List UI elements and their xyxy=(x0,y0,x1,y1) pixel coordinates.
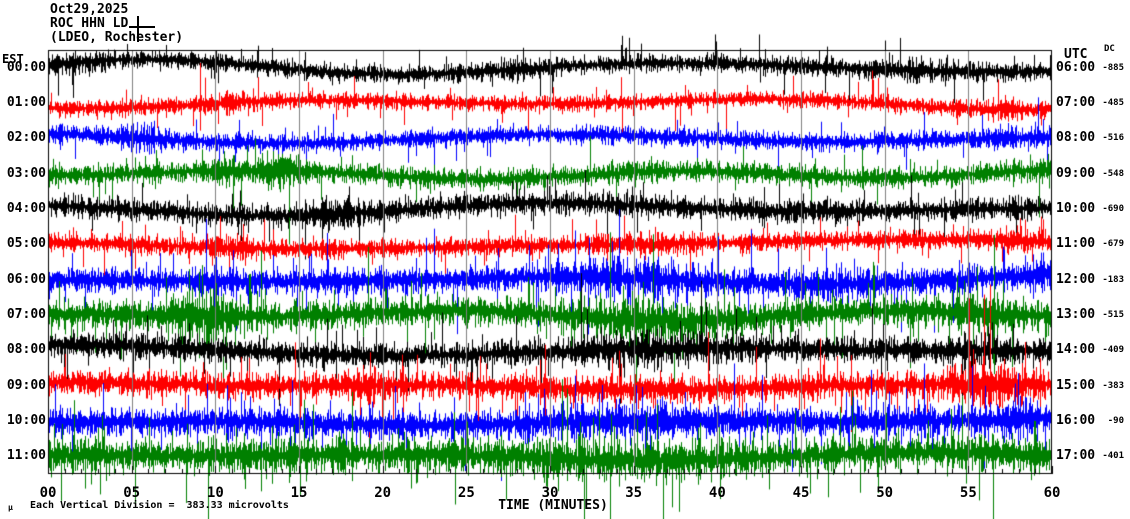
dc-value: -485 xyxy=(1102,98,1124,108)
utc-time-label: 11:00 xyxy=(1056,236,1096,252)
utc-time-label: 10:00 xyxy=(1056,201,1096,216)
utc-time-label: 08:00 xyxy=(1056,130,1096,146)
location-label: (LDEO, Rochester) xyxy=(50,30,184,45)
utc-time-label: 12:00 xyxy=(1056,271,1096,287)
dc-value: -516 xyxy=(1102,133,1124,144)
station-label: ROC HHN LD xyxy=(50,16,129,31)
est-time-label: 00:00 xyxy=(6,59,46,75)
x-tick-label: 55 xyxy=(959,485,977,501)
x-axis-title: TIME (MINUTES) xyxy=(498,498,608,513)
est-time-label: 01:00 xyxy=(6,95,46,110)
x-tick-label: 20 xyxy=(374,485,392,501)
x-tick-label: 60 xyxy=(1043,485,1061,501)
utc-axis-header: UTC xyxy=(1064,47,1088,62)
utc-time-label: 09:00 xyxy=(1056,165,1096,181)
micro-symbol: µ xyxy=(8,503,13,512)
x-tick-label: 35 xyxy=(625,485,643,501)
utc-time-label: 14:00 xyxy=(1056,342,1096,358)
est-time-label: 11:00 xyxy=(6,448,46,464)
x-tick-label: 25 xyxy=(457,485,475,501)
x-tick-label: 05 xyxy=(123,485,141,501)
est-time-label: 09:00 xyxy=(6,377,46,393)
dc-value: -679 xyxy=(1102,239,1124,250)
dc-value: -409 xyxy=(1102,345,1124,356)
est-time-label: 05:00 xyxy=(6,236,46,252)
dc-value: -183 xyxy=(1102,274,1124,285)
x-tick-label: 00 xyxy=(39,485,57,501)
dc-value: -885 xyxy=(1102,62,1124,73)
dc-value: -383 xyxy=(1102,380,1124,391)
x-tick-label: 10 xyxy=(206,485,224,501)
x-tick-label: 40 xyxy=(708,485,726,501)
dc-value: -90 xyxy=(1107,416,1124,426)
utc-time-label: 16:00 xyxy=(1056,413,1096,428)
dc-value: -515 xyxy=(1102,310,1124,320)
est-time-label: 06:00 xyxy=(6,271,46,287)
utc-time-label: 13:00 xyxy=(1056,307,1096,322)
dc-value: -401 xyxy=(1102,451,1124,462)
dc-value: -548 xyxy=(1102,168,1124,179)
utc-time-label: 17:00 xyxy=(1056,448,1096,464)
est-time-label: 03:00 xyxy=(6,165,46,181)
utc-time-label: 15:00 xyxy=(1056,377,1096,393)
x-tick-label: 45 xyxy=(792,485,810,501)
est-time-label: 08:00 xyxy=(6,342,46,358)
x-tick-label: 30 xyxy=(541,485,559,501)
x-tick-label: 15 xyxy=(290,485,308,501)
est-time-label: 10:00 xyxy=(6,413,46,428)
vertical-division-note: Each Vertical Division = 383.33 microvol… xyxy=(30,500,289,511)
dc-axis-header: DC xyxy=(1104,44,1115,54)
x-tick-label: 50 xyxy=(876,485,894,501)
est-time-label: 02:00 xyxy=(6,130,46,146)
est-time-label: 04:00 xyxy=(6,201,46,216)
dc-value: -690 xyxy=(1102,204,1124,214)
est-axis-header: EST xyxy=(2,52,24,66)
date-label: Oct29,2025 xyxy=(50,2,129,17)
est-time-label: 07:00 xyxy=(6,307,46,322)
utc-time-label: 06:00 xyxy=(1056,59,1096,75)
utc-time-label: 07:00 xyxy=(1056,95,1096,110)
